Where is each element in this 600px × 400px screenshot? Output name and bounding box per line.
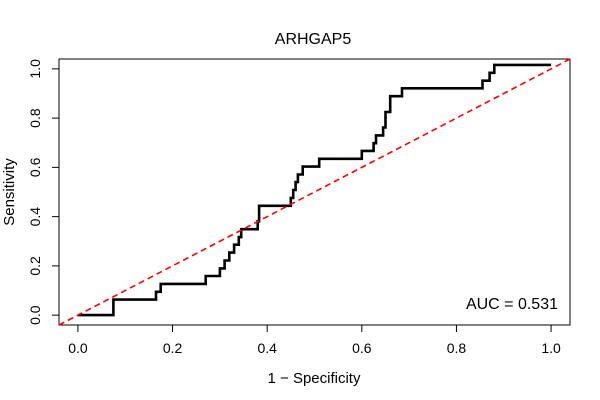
plot-area	[58, 58, 571, 326]
plot-frame	[58, 58, 571, 326]
y-tick-label: 0.2	[27, 256, 43, 276]
roc-curve-line	[77, 63, 552, 317]
y-tick-label: 0.4	[27, 207, 43, 227]
x-tick-label: 0.0	[68, 340, 88, 356]
y-tick-label: 0.0	[27, 305, 43, 325]
y-axis-label: Sensitivity	[1, 158, 18, 226]
x-axis-label: 1 − Specificity	[268, 370, 361, 387]
chart-title: ARHGAP5	[275, 31, 352, 48]
y-tick-label: 0.6	[27, 157, 43, 177]
y-axis: 0.0 0.2 0.4 0.6 0.8 1.0	[27, 59, 60, 325]
series-layer	[58, 58, 571, 326]
y-tick-label: 1.0	[27, 59, 43, 79]
x-tick-label: 0.8	[447, 340, 467, 356]
x-tick-label: 0.6	[352, 340, 372, 356]
y-tick-label: 0.8	[27, 108, 43, 128]
auc-annotation: AUC = 0.531	[466, 296, 558, 313]
x-tick-label: 0.4	[257, 340, 277, 356]
x-axis: 0.0 0.2 0.4 0.6 0.8 1.0	[68, 324, 561, 356]
reference-diagonal-line	[58, 58, 571, 326]
x-tick-label: 1.0	[541, 340, 561, 356]
x-tick-label: 0.2	[163, 340, 183, 356]
